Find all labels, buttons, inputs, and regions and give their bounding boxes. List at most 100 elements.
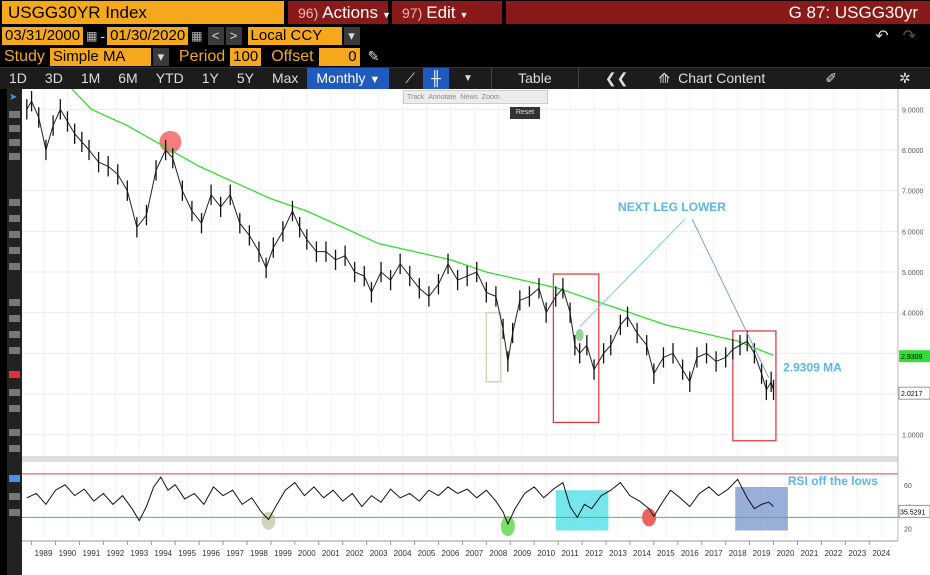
- screen-code-bar: G 87: USGG30yr: [506, 1, 930, 24]
- chart-svg: NEXT LEG LOWER 2.9309 MA RSI off the lows 9…: [22, 89, 930, 575]
- x-tick-label: 2014: [633, 549, 651, 558]
- tool-icon[interactable]: [9, 153, 20, 160]
- tab-6m[interactable]: 6M: [118, 70, 138, 86]
- tool-icon[interactable]: [9, 405, 20, 412]
- study-dropdown-button[interactable]: ▾: [152, 47, 169, 66]
- tool-icon[interactable]: [9, 215, 20, 222]
- tool-icon[interactable]: [9, 315, 20, 322]
- x-tick-label: 2018: [729, 549, 747, 558]
- ticker-field[interactable]: USGG30YR Index: [2, 1, 284, 24]
- chart-content-icon[interactable]: ⟰: [658, 70, 671, 86]
- calendar-icon[interactable]: ▦: [86, 28, 98, 43]
- color-swatch-icon[interactable]: [9, 371, 20, 378]
- zoom-tool[interactable]: Zoom: [481, 93, 500, 101]
- table-button[interactable]: Table: [490, 68, 579, 89]
- x-tick-label: 1994: [154, 549, 172, 558]
- undo-icon[interactable]: ↶: [875, 27, 889, 45]
- chart-content-button[interactable]: Chart Content: [678, 70, 766, 86]
- rsi-circle-2008: [500, 516, 515, 537]
- next-period-button[interactable]: >: [225, 26, 242, 45]
- rsi-highlight-2019: [735, 486, 788, 531]
- x-tick-label: 2005: [418, 549, 436, 558]
- settings-gear-icon[interactable]: ✲: [898, 70, 911, 86]
- ma-value-flag-label: 2.9309: [901, 354, 923, 361]
- frequency-dropdown[interactable]: Monthly ▼: [307, 68, 390, 89]
- tab-3d[interactable]: 3D: [44, 70, 63, 86]
- news-tool[interactable]: News: [460, 93, 478, 101]
- tool-icon[interactable]: [9, 125, 20, 132]
- mode-icon[interactable]: [9, 475, 20, 482]
- annotation-arrow: [579, 218, 686, 328]
- collapse-icon[interactable]: ❮❮: [604, 70, 629, 86]
- rsi-tick-label: 60: [904, 483, 912, 490]
- edit-menu-button[interactable]: 97) Edit ▼: [392, 1, 502, 24]
- track-tool[interactable]: Track: [407, 93, 425, 101]
- chevron-down-icon: ▼: [459, 10, 469, 20]
- tab-1y[interactable]: 1Y: [201, 70, 219, 86]
- tab-5y[interactable]: 5Y: [236, 70, 254, 86]
- price-tick-label: 7.0000: [902, 189, 924, 196]
- currency-field[interactable]: Local CCY: [247, 26, 342, 45]
- tool-icon[interactable]: [9, 263, 20, 270]
- start-date-field[interactable]: 03/31/2000: [2, 26, 84, 45]
- x-tick-label: 1995: [178, 549, 196, 558]
- chart-type-dropdown-icon[interactable]: ▼: [462, 73, 473, 84]
- tool-icon[interactable]: [9, 231, 20, 238]
- redo-icon[interactable]: ↷: [902, 27, 916, 45]
- tool-icon[interactable]: [9, 347, 20, 354]
- tool-icon[interactable]: [9, 429, 20, 436]
- tool-icon[interactable]: [9, 509, 20, 516]
- edit-chart-icon[interactable]: ✐: [825, 70, 837, 86]
- reset-zoom-button[interactable]: Reset: [510, 107, 540, 119]
- tool-icon[interactable]: [9, 199, 20, 206]
- tool-icon[interactable]: [9, 445, 20, 452]
- x-tick-label: 2021: [801, 549, 819, 558]
- x-tick-label: 2002: [346, 549, 364, 558]
- tool-icon[interactable]: [9, 493, 20, 500]
- x-tick-label: 1999: [274, 549, 292, 558]
- tool-icon[interactable]: [9, 139, 20, 146]
- tab-ytd[interactable]: YTD: [155, 70, 184, 86]
- x-tick-label: 2000: [298, 549, 316, 558]
- tab-max[interactable]: Max: [271, 70, 299, 86]
- x-tick-label: 2004: [394, 549, 412, 558]
- rsi-value-flag: [898, 504, 930, 518]
- price-tick-label: 1.0000: [902, 433, 924, 440]
- previous-period-button[interactable]: <: [207, 26, 224, 45]
- tool-icon[interactable]: [9, 299, 20, 306]
- chart-area[interactable]: NEXT LEG LOWER 2.9309 MA RSI off the lows 9…: [22, 89, 930, 575]
- x-tick-label: 2011: [561, 549, 579, 558]
- tool-icon[interactable]: [9, 111, 20, 118]
- tool-icon[interactable]: [9, 331, 20, 338]
- x-axis: [22, 541, 930, 575]
- cursor-icon[interactable]: ➤: [9, 92, 18, 103]
- pencil-icon[interactable]: ✎: [367, 48, 380, 64]
- reset-label: Reset: [515, 109, 535, 116]
- study-field[interactable]: Simple MA: [49, 47, 151, 66]
- tool-icon[interactable]: [9, 247, 20, 254]
- rsi-tick-label: 20: [904, 526, 912, 533]
- period-field[interactable]: 100: [230, 47, 262, 66]
- x-tick-label: 2017: [705, 549, 723, 558]
- x-tick-label: 1997: [226, 549, 244, 558]
- tab-1m[interactable]: 1M: [80, 70, 101, 86]
- tab-1d[interactable]: 1D: [9, 70, 27, 86]
- x-tick-label: 2003: [370, 549, 388, 558]
- tool-icon[interactable]: [9, 389, 20, 396]
- x-tick-label: 2024: [872, 549, 890, 558]
- chart-toolbar: 1D 3D 1M 6M YTD 1Y 5Y Max Monthly ▼ ⟋ ╫ …: [0, 67, 930, 89]
- x-tick-label: 2016: [681, 549, 699, 558]
- line-chart-icon[interactable]: ⟋: [405, 70, 416, 86]
- x-tick-label: 2020: [777, 549, 795, 558]
- annotate-tool[interactable]: Annotate: [428, 93, 457, 101]
- title-bar: USGG30YR Index 96) Actions ▼ 97) Edit ▼ G 87…: [0, 0, 930, 25]
- offset-field[interactable]: 0: [318, 47, 360, 66]
- actions-menu-button[interactable]: 96) Actions ▼: [288, 1, 391, 24]
- price-tick-label: 9.0000: [902, 107, 924, 114]
- x-tick-label: 2023: [848, 549, 866, 558]
- annotation-ma-value: 2.9309 MA: [783, 361, 842, 375]
- currency-dropdown-button[interactable]: ▾: [343, 26, 360, 45]
- bar-chart-icon[interactable]: ╫: [423, 68, 449, 89]
- end-date-field[interactable]: 01/30/2020: [107, 26, 189, 45]
- calendar-icon[interactable]: ▦: [191, 28, 203, 43]
